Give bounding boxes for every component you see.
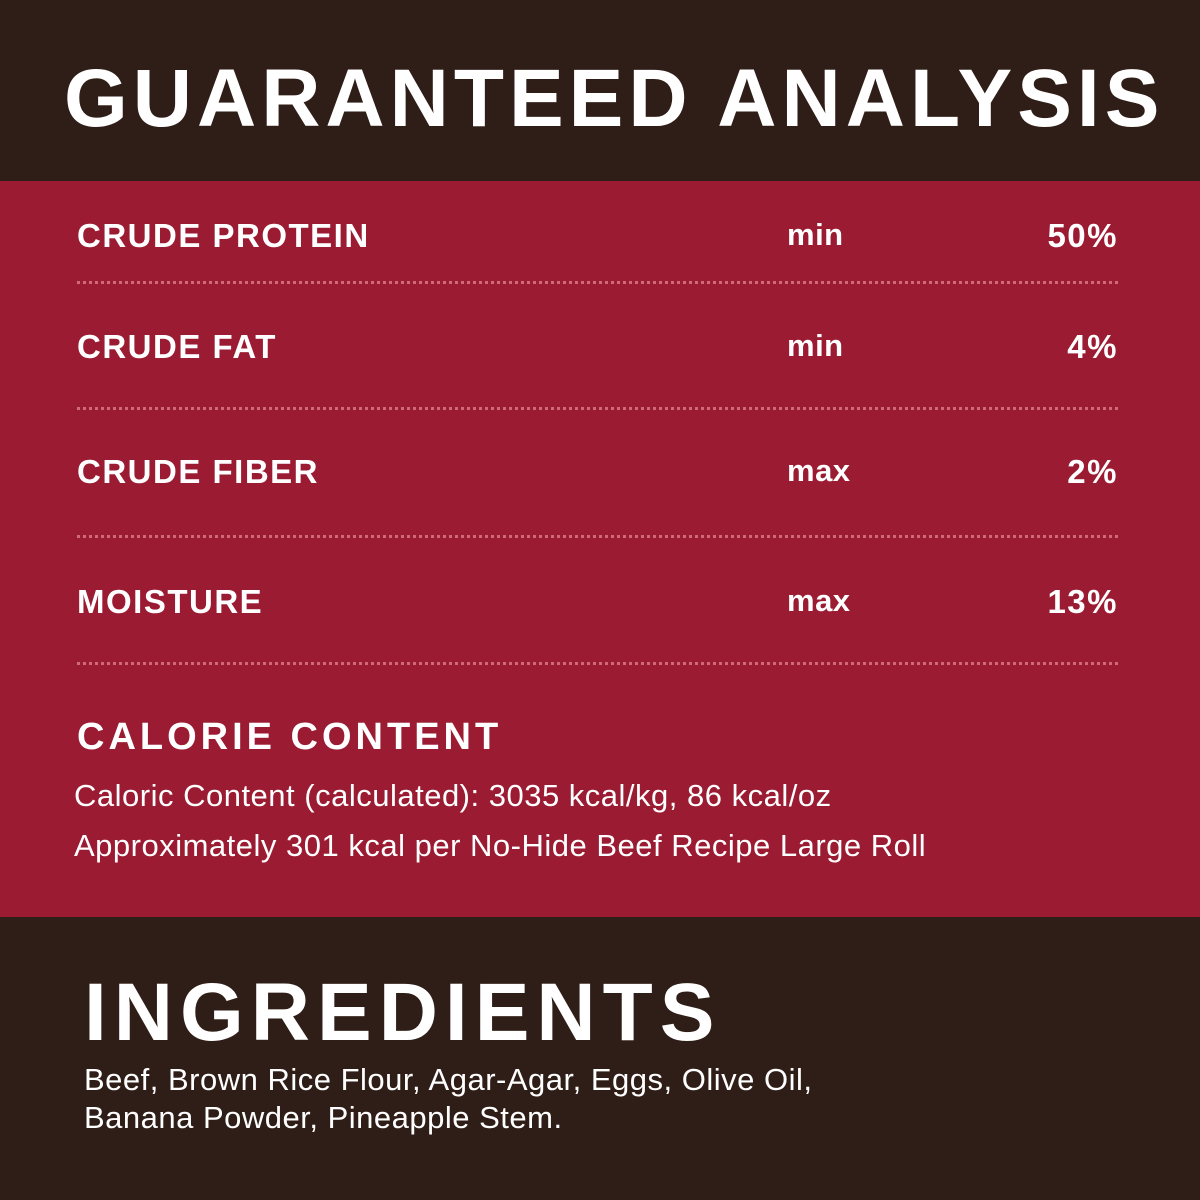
nutrient-label: CRUDE FIBER (77, 453, 320, 490)
analysis-band (0, 181, 1200, 917)
divider (77, 662, 1118, 665)
nutrient-qualifier: min (787, 217, 844, 252)
calorie-line: Approximately 301 kcal per No-Hide Beef … (74, 828, 927, 863)
ingredients-title: INGREDIENTS (84, 967, 722, 1058)
analysis-row-protein: CRUDE PROTEIN min 50% (77, 217, 1118, 257)
nutrient-qualifier: max (787, 583, 851, 618)
divider (77, 535, 1118, 538)
nutrient-label: CRUDE FAT (77, 328, 277, 365)
ingredients-line: Banana Powder, Pineapple Stem. (84, 1100, 563, 1135)
nutrient-value: 2% (1067, 453, 1118, 490)
analysis-row-moisture: MOISTURE max 13% (77, 583, 1118, 623)
nutrient-qualifier: max (787, 453, 851, 488)
nutrient-label: MOISTURE (77, 583, 264, 620)
ingredients-line: Beef, Brown Rice Flour, Agar-Agar, Eggs,… (84, 1062, 813, 1097)
nutrient-value: 50% (1047, 217, 1118, 254)
nutrient-label: CRUDE PROTEIN (77, 217, 370, 254)
divider (77, 407, 1118, 410)
analysis-row-fat: CRUDE FAT min 4% (77, 328, 1118, 368)
nutrient-value: 13% (1047, 583, 1118, 620)
divider (77, 281, 1118, 284)
nutrient-value: 4% (1067, 328, 1118, 365)
calorie-title: CALORIE CONTENT (77, 716, 503, 758)
page-title: GUARANTEED ANALYSIS (64, 53, 1165, 144)
analysis-row-fiber: CRUDE FIBER max 2% (77, 453, 1118, 493)
calorie-line: Caloric Content (calculated): 3035 kcal/… (74, 778, 832, 813)
nutrient-qualifier: min (787, 328, 844, 363)
